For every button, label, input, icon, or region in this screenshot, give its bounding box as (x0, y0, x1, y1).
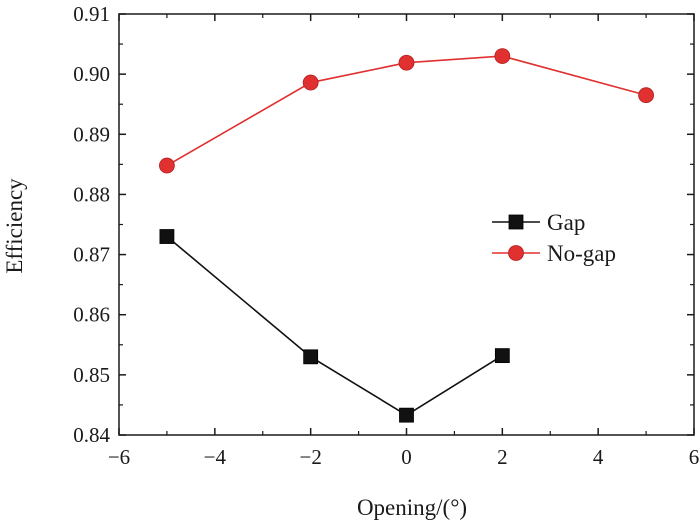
series-layer (159, 48, 654, 423)
x-tick-label: −6 (108, 445, 130, 469)
x-tick-label: 4 (593, 445, 604, 469)
data-point-no-gap (302, 74, 319, 91)
legend: Gap No-gap (492, 210, 616, 266)
y-tick-label: 0.89 (73, 122, 110, 146)
series-line-gap (166, 235, 503, 417)
legend-marker-no-gap (508, 245, 524, 261)
y-tick-label: 0.91 (73, 2, 110, 26)
x-tick-label: −2 (299, 445, 321, 469)
x-tick-label: −4 (204, 445, 227, 469)
ticks: −6 −4 −2 0 2 4 6 0.84 0.85 0.86 0.87 0.88 0.89 0.90 0.… (73, 2, 699, 469)
data-point-gap (303, 349, 319, 365)
data-point-gap (159, 229, 175, 244)
series-gap (159, 229, 510, 423)
x-tick-label: 0 (401, 445, 412, 469)
data-point-gap (399, 407, 414, 423)
data-point-no-gap (398, 54, 415, 71)
x-axis-title: Opening/(°) (357, 495, 467, 520)
axes (118, 13, 695, 436)
x-tick-label: 6 (689, 445, 700, 469)
legend-label-gap: Gap (547, 210, 585, 235)
plot-frame (118, 13, 695, 436)
legend-item-gap: Gap (492, 210, 585, 235)
y-tick-label: 0.84 (73, 423, 110, 447)
series-no-gap (159, 48, 654, 174)
data-point-no-gap (638, 87, 654, 104)
y-tick-label: 0.85 (73, 363, 110, 387)
y-tick-label: 0.90 (73, 62, 110, 86)
series-line-no-gap (166, 55, 647, 167)
y-tick-label: 0.86 (73, 303, 110, 327)
y-tick-label: 0.88 (73, 182, 110, 206)
data-point-no-gap (159, 157, 175, 174)
y-tick-label: 0.87 (73, 243, 110, 267)
legend-item-no-gap: No-gap (492, 241, 616, 266)
legend-label-no-gap: No-gap (547, 241, 616, 266)
data-point-gap (494, 348, 510, 364)
x-tick-label: 2 (497, 445, 508, 469)
legend-marker-gap (508, 214, 524, 230)
y-axis-title: Efficiency (2, 178, 27, 274)
data-point-no-gap (494, 48, 511, 64)
